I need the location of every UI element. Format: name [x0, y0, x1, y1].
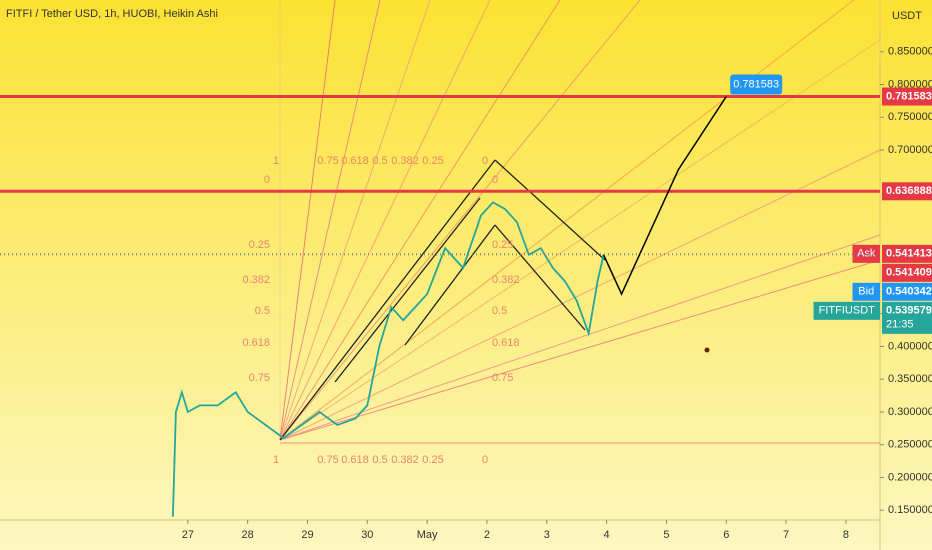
x-tick-label: 6 [723, 529, 729, 541]
fib-label: 0.5 [372, 454, 387, 466]
fib-label: 0.618 [341, 155, 369, 167]
price-tag [882, 263, 932, 282]
x-tick-label: 3 [544, 529, 550, 541]
price-tag-name: FITFIUSDT [819, 305, 875, 317]
price-label: 0.541413 [886, 248, 932, 260]
callout-box [730, 74, 783, 95]
x-tick-label: 30 [361, 529, 373, 541]
y-tick-label: 0.150000 [888, 504, 932, 516]
callout-label: 0.781583 [733, 78, 779, 90]
y-tick-label: 0.200000 [888, 471, 932, 483]
price-tag [882, 301, 932, 334]
x-tick-label: May [417, 529, 438, 541]
y-tick-label: 0.800000 [888, 78, 932, 90]
fib-label: 0.618 [341, 454, 369, 466]
fib-label: 0.25 [249, 239, 270, 251]
price-line [171, 201, 605, 517]
price-tag-name: Bid [858, 286, 874, 298]
y-tick-label: 0.300000 [888, 406, 932, 418]
y-tick-label: 0.400000 [888, 340, 932, 352]
level-tag [882, 182, 932, 201]
fib-label: 0 [482, 155, 488, 167]
fib-label: 0 [492, 174, 498, 186]
fib-label: 0.382 [492, 274, 520, 286]
marker-dot [704, 347, 710, 353]
price-tag [882, 282, 932, 301]
fib-label: 1 [273, 454, 279, 466]
fib-label: 0.5 [372, 155, 387, 167]
x-tick-label: 29 [301, 529, 313, 541]
y-tick-label: 0.350000 [888, 373, 932, 385]
price-tag-name-box [852, 282, 880, 301]
fib-label: 0.25 [422, 155, 443, 167]
fib-label: 0.75 [317, 155, 338, 167]
x-tick-label: 4 [604, 529, 610, 541]
price-tag-name-box [852, 244, 880, 263]
x-tick-label: 5 [663, 529, 669, 541]
price-tag-name-box [813, 301, 880, 320]
fib-label: 0.382 [391, 155, 419, 167]
x-tick-label: 27 [182, 529, 194, 541]
fib-label: 1 [273, 155, 279, 167]
x-tick-label: 7 [783, 529, 789, 541]
fib-label: 0.382 [391, 454, 419, 466]
fib-label: 0.75 [249, 372, 270, 384]
price-tag-name: Ask [857, 248, 876, 260]
fib-label: 0.25 [422, 454, 443, 466]
chart-title: FITFI / Tether USD, 1h, HUOBI, Heikin As… [6, 8, 218, 20]
fib-label: 0.75 [317, 454, 338, 466]
y-tick-label: 0.750000 [888, 111, 932, 123]
price-label: 0.540342 [886, 286, 932, 298]
fib-fan [279, 0, 881, 444]
price-label: 0.541409 [886, 267, 932, 279]
projection-line [602, 96, 727, 296]
price-sub: 21:35 [886, 319, 914, 331]
level-label: 0.636888 [886, 185, 932, 197]
x-tick-label: 28 [242, 529, 254, 541]
y-tick-label: 0.700000 [888, 144, 932, 156]
fib-label: 0.5 [492, 305, 507, 317]
fib-label: 0 [264, 174, 270, 186]
fib-label: 0.382 [242, 274, 270, 286]
fib-label: 0.618 [492, 337, 520, 349]
y-tick-label: 0.250000 [888, 439, 932, 451]
level-tag [882, 87, 932, 106]
fib-label: 0 [482, 454, 488, 466]
channel [279, 159, 606, 441]
price-label: 0.539579 [886, 305, 932, 317]
fib-label: 0.75 [492, 372, 513, 384]
fib-label: 0.618 [242, 337, 270, 349]
y-tick-label: 0.850000 [888, 46, 932, 58]
x-tick-label: 2 [484, 529, 490, 541]
x-tick-label: 8 [843, 529, 849, 541]
fib-label: 0.5 [255, 305, 270, 317]
fib-label: 0.25 [492, 239, 513, 251]
axis-unit: USDT [892, 10, 922, 22]
level-label: 0.781583 [886, 90, 932, 102]
price-tag [882, 244, 932, 263]
